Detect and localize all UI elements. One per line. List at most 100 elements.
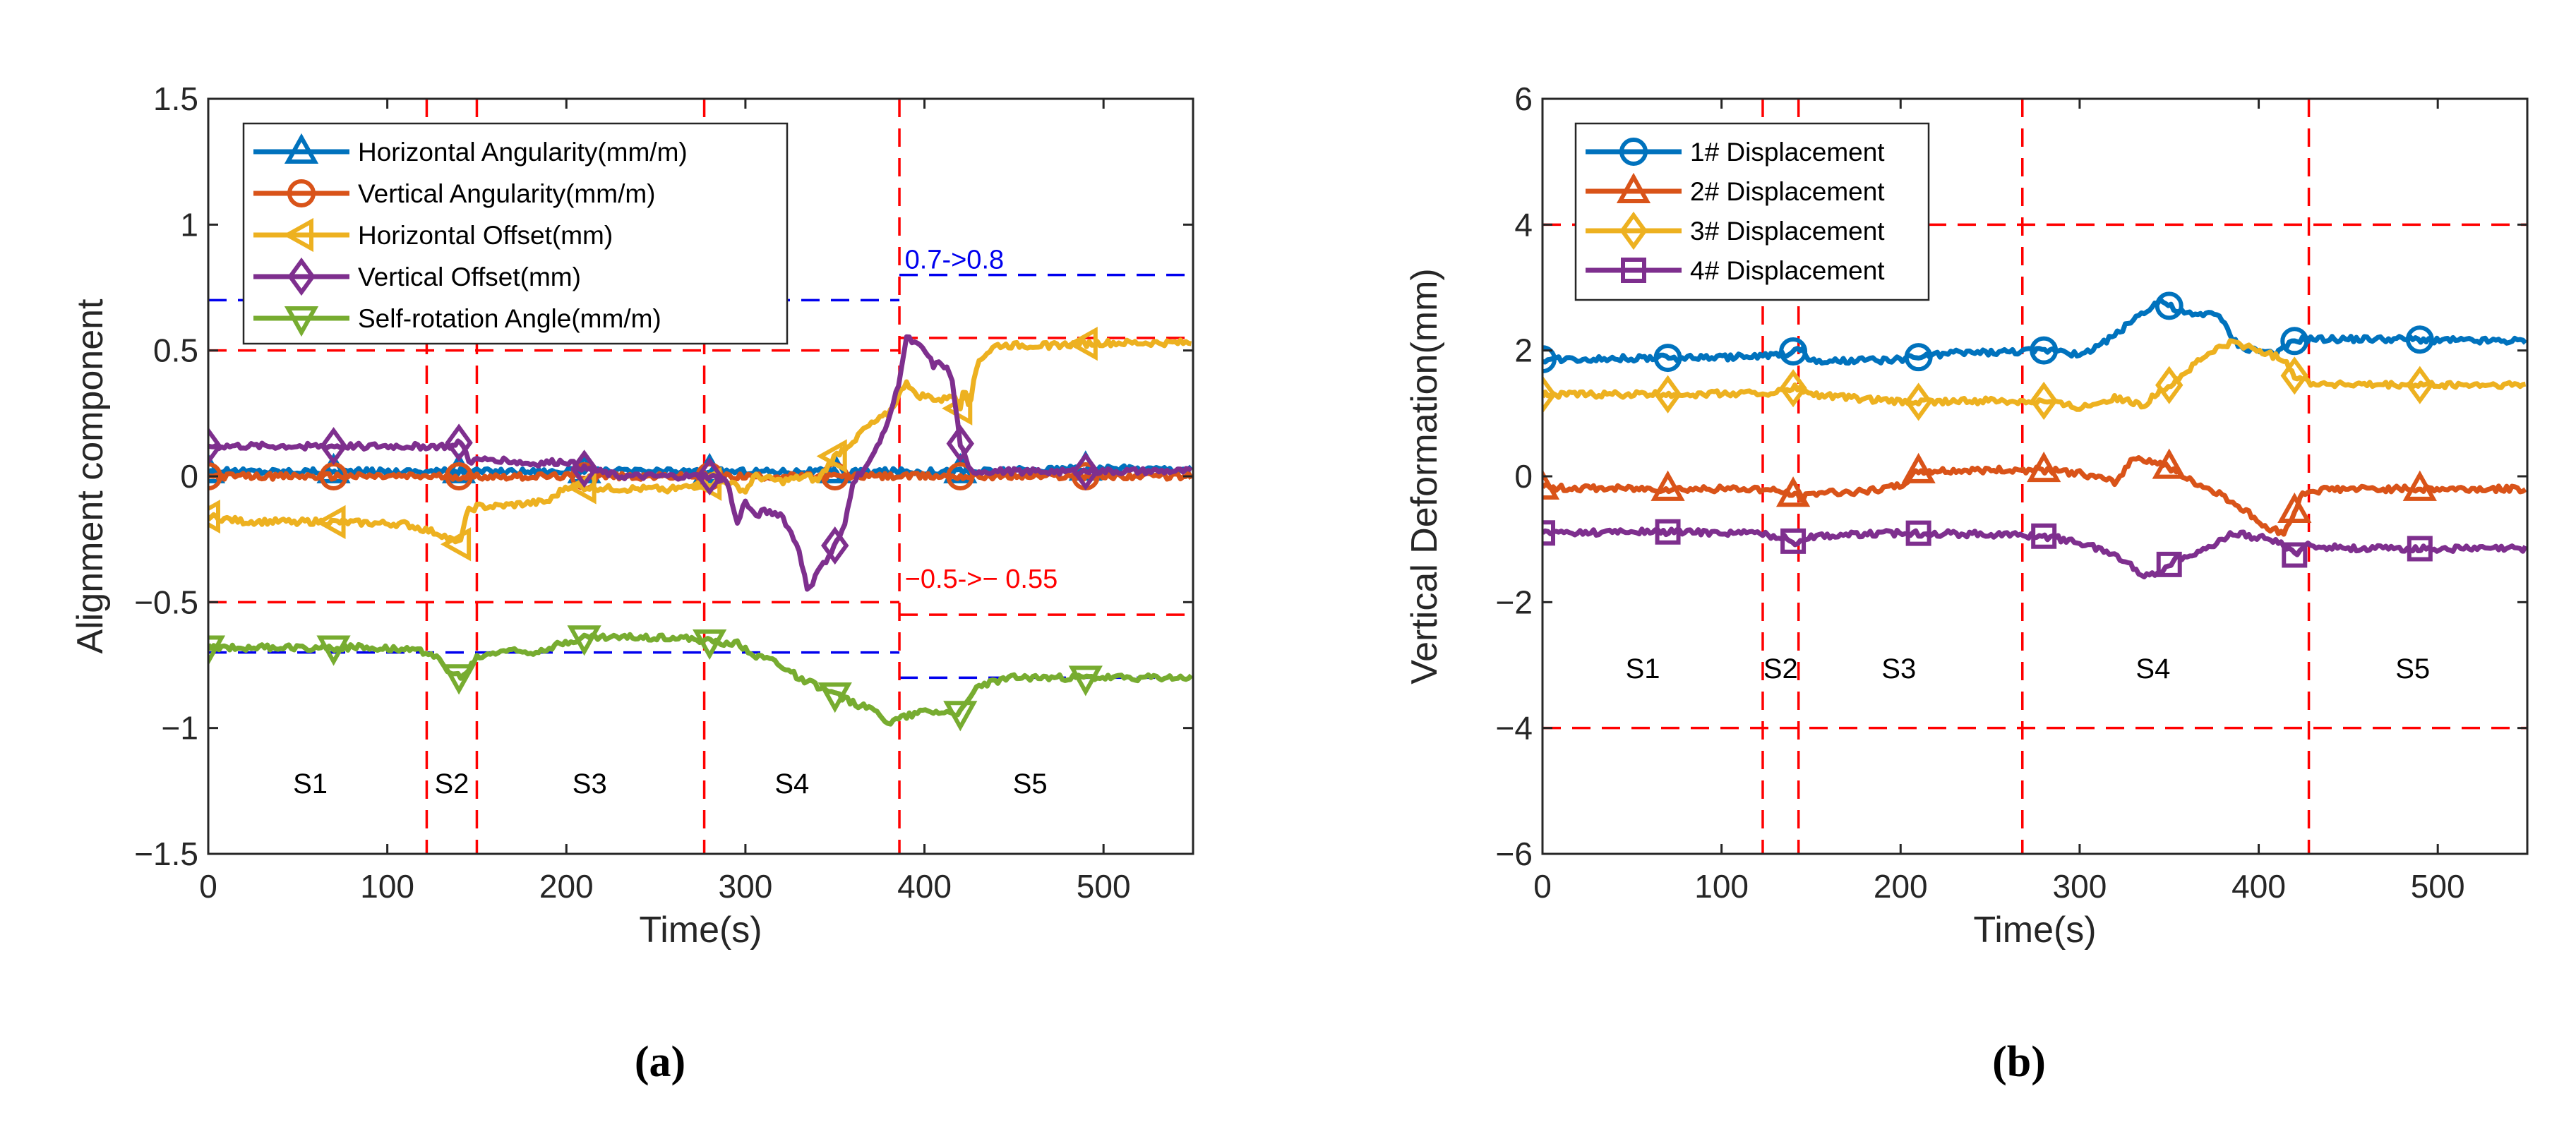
y-tick-label: 0.5 [153,332,198,369]
series-group [1542,291,2527,580]
data-marker [1542,375,1557,414]
data-marker [319,427,348,466]
legend-entry: Self-rotation Angle(mm/m) [358,304,661,333]
data-marker [1068,665,1103,696]
stage-label: S5 [2395,653,2430,684]
legend-marker [284,133,319,164]
data-marker [821,526,849,565]
legend-entry: 3# Displacement [1690,217,1885,246]
data-marker [208,462,222,490]
data-marker [693,629,727,660]
data-marker [2155,366,2183,404]
series-group [208,327,1193,732]
x-tick-label: 500 [1077,868,1131,905]
legend-entry: 2# Displacement [1690,177,1885,206]
x-tick-label: 200 [1874,868,1928,905]
data-marker [208,499,220,534]
x-tick-label: 500 [2411,868,2465,905]
y-tick-label: 0 [180,458,198,495]
y-axis-label: Alignment component [70,298,111,654]
data-marker [315,505,346,540]
legend: 1# Displacement 2# Displacement 3# Displac… [1574,122,1930,301]
data-marker [816,439,847,473]
legend-marker [1621,258,1646,283]
data-marker [2031,523,2057,549]
legend-marker [287,257,316,296]
legend-entry: Vertical Offset(mm) [358,263,581,291]
stage-label: S2 [1763,653,1798,684]
data-marker [1775,476,1811,507]
data-marker [1653,375,1682,414]
data-marker [943,701,978,732]
data-marker [445,462,474,490]
legend-marker [284,306,319,337]
stage-label: S5 [1013,768,1048,800]
data-marker [1779,369,1807,408]
threshold-annotation: 0.7->0.8 [905,245,1005,275]
data-marker [2280,356,2308,395]
y-tick-label: −2 [1496,584,1533,620]
panel-label: (b) [1992,1038,2046,1086]
data-marker [695,457,724,496]
y-tick-label: 1 [180,206,198,243]
legend-entry: Vertical Angularity(mm/m) [358,179,656,208]
stage-label: S1 [293,768,328,800]
x-tick-label: 0 [199,868,217,905]
data-marker [2407,536,2433,562]
chart-panel-a: 0 100 200 300 400 500 −1.5 −1 −0.5 0 0.5 1 1.5 Time(s… [70,80,1194,1086]
data-marker [208,635,226,666]
data-marker [570,450,599,488]
threshold-annotation: −0.5->− 0.55 [905,565,1058,594]
data-marker [567,625,601,656]
data-marker [208,427,222,466]
data-marker [2402,470,2437,501]
data-marker [943,452,978,483]
data-marker [2030,336,2059,365]
y-tick-label: 0 [1514,458,1533,495]
data-marker [2277,492,2312,524]
legend-entry: 1# Displacement [1690,138,1885,167]
legend-entry: Horizontal Angularity(mm/m) [358,138,688,167]
panel-label: (a) [635,1038,685,1086]
x-tick-label: 100 [360,868,414,905]
x-tick-label: 300 [2053,868,2107,905]
y-tick-label: 6 [1514,80,1533,117]
legend-entry: Horizontal Offset(mm) [358,221,613,250]
stage-label: S4 [774,768,809,800]
data-marker [817,682,852,713]
x-tick-label: 400 [897,868,952,905]
data-marker [2030,381,2058,421]
data-marker [1905,520,1931,546]
chart-panel-b: 0 100 200 300 400 500 −6 −4 −2 0 2 4 6 Time(s) Vertica… [1404,80,2529,1086]
legend-marker [1619,211,1648,251]
data-marker [2155,291,2183,320]
legend-marker [1619,138,1648,166]
data-marker [2280,327,2309,356]
data-marker [445,423,473,462]
data-marker [1901,452,1936,483]
y-tick-label: −4 [1496,710,1533,747]
data-marker [2027,451,2061,483]
stage-label: S3 [573,768,607,800]
data-marker [2152,448,2186,479]
data-marker [441,664,477,695]
data-marker [1655,519,1681,545]
data-marker [2156,551,2182,577]
y-tick-label: −0.5 [134,584,198,620]
data-marker [1542,520,1555,546]
x-tick-label: 200 [539,868,594,905]
legend-marker [1616,172,1651,203]
y-tick-label: −1 [162,710,198,747]
x-tick-label: 0 [1533,868,1552,905]
x-axis-label: Time(s) [639,910,762,951]
data-marker [2282,542,2308,568]
y-tick-label: −6 [1496,836,1533,872]
data-marker [1072,452,1100,490]
data-marker [1904,382,1933,421]
y-tick-label: 4 [1514,206,1533,243]
stage-label: S1 [1626,653,1660,684]
data-marker [1651,470,1685,501]
y-axis-label: Vertical Deformation(mm) [1404,268,1445,684]
x-tick-label: 300 [719,868,773,905]
